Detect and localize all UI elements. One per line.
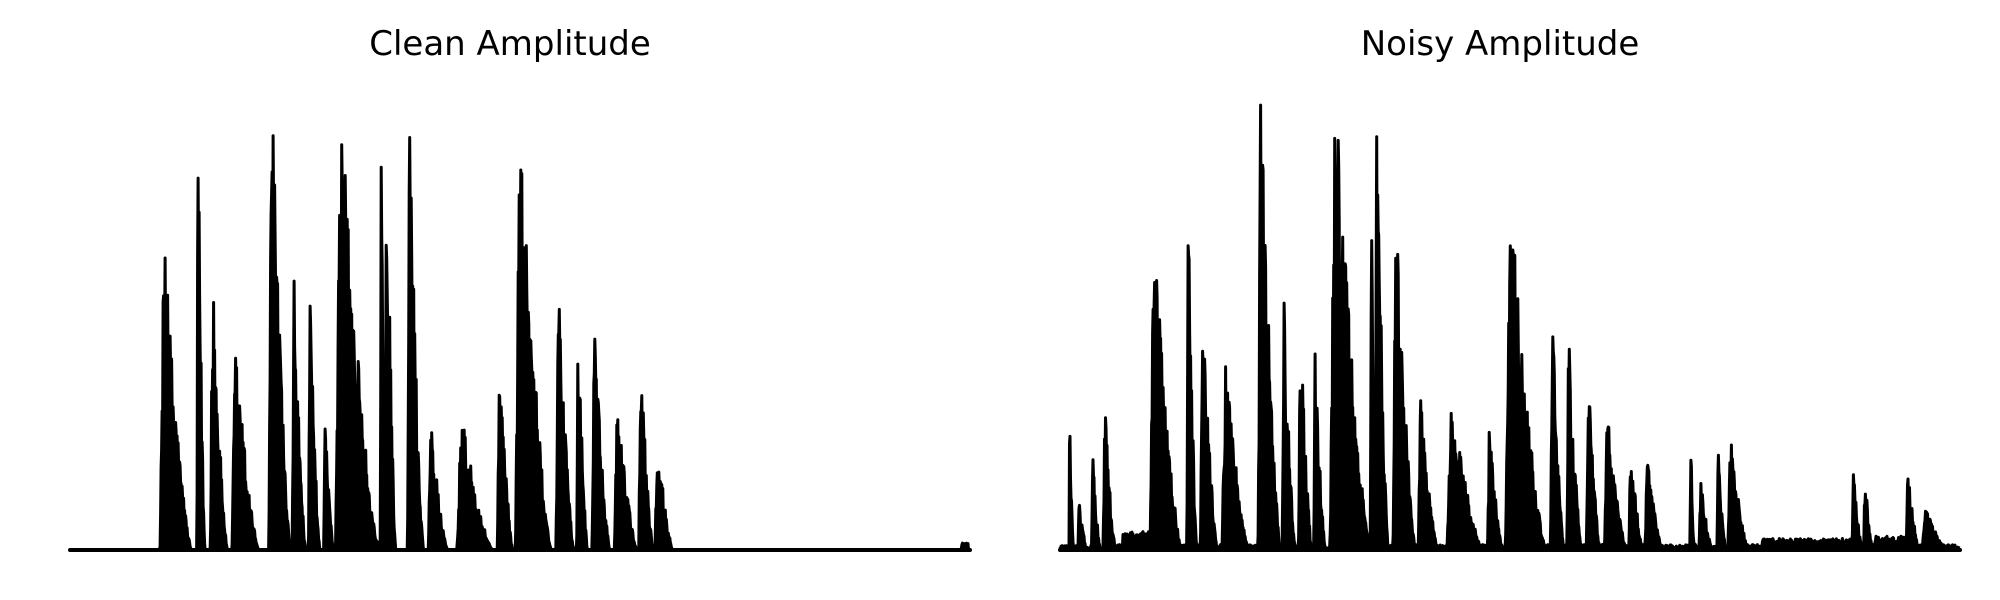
- clean-amplitude-title: Clean Amplitude: [369, 24, 651, 64]
- clean-amplitude-plot: [68, 134, 972, 552]
- clean-amplitude-series-area: [70, 135, 970, 551]
- noisy-amplitude-plot: [1058, 103, 1962, 552]
- noisy-amplitude-title: Noisy Amplitude: [1360, 24, 1640, 64]
- noisy-amplitude-panel: Noisy Amplitude: [1030, 0, 1970, 600]
- noisy-amplitude-series-line: [1058, 103, 1961, 552]
- clean-amplitude-panel: Clean Amplitude: [40, 0, 980, 600]
